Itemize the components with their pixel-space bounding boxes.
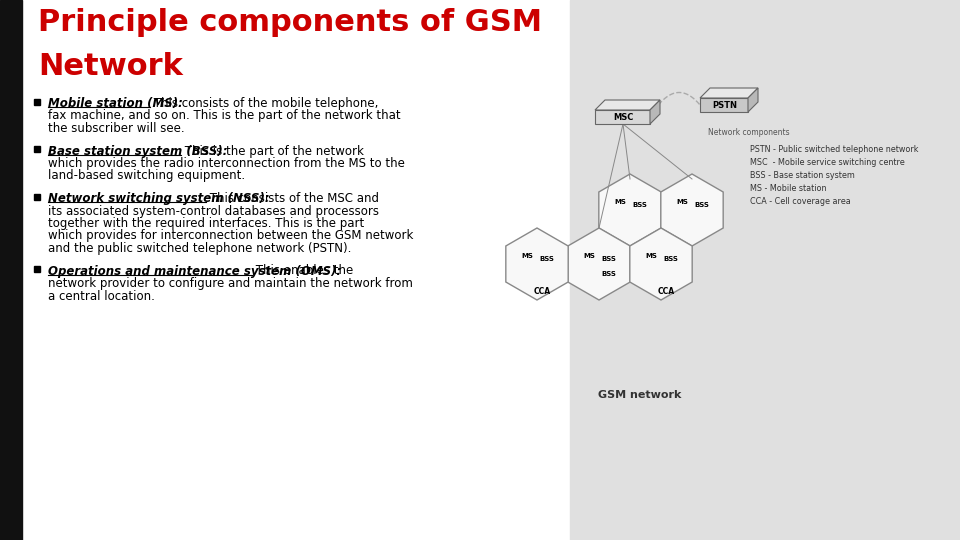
Text: BSS: BSS [540,256,555,262]
Text: BSS: BSS [663,256,679,262]
Polygon shape [748,88,758,112]
Text: MS: MS [583,253,595,259]
Text: This is the part of the network: This is the part of the network [180,145,364,158]
Text: BSS - Base station system: BSS - Base station system [750,171,854,180]
Text: BSS: BSS [695,202,709,208]
Text: MSC  - Mobile service switching centre: MSC - Mobile service switching centre [750,158,904,167]
Text: This consists of the MSC and: This consists of the MSC and [206,192,379,205]
Bar [34,146,40,152]
Polygon shape [595,100,660,110]
Bar [595,110,650,124]
Text: Network components: Network components [708,128,790,137]
Text: CCA - Cell coverage area: CCA - Cell coverage area [750,197,851,206]
Bar [700,98,748,112]
Text: and the public switched telephone network (PSTN).: and the public switched telephone networ… [48,242,351,255]
Text: Base station system (BSS):: Base station system (BSS): [48,145,228,158]
Bar [0,0,22,540]
Text: network provider to configure and maintain the network from: network provider to configure and mainta… [48,277,413,290]
Text: which provides for interconnection between the GSM network: which provides for interconnection betwe… [48,230,414,242]
Text: Operations and maintenance system (OMS):: Operations and maintenance system (OMS): [48,265,341,278]
Polygon shape [567,228,630,300]
Polygon shape [650,100,660,124]
Text: MS: MS [676,199,688,205]
Text: fax machine, and so on. This is the part of the network that: fax machine, and so on. This is the part… [48,110,400,123]
Text: the subscriber will see.: the subscriber will see. [48,122,184,135]
Text: MS - Mobile station: MS - Mobile station [750,184,827,193]
Text: its associated system-control databases and processors: its associated system-control databases … [48,205,379,218]
Text: land-based switching equipment.: land-based switching equipment. [48,170,245,183]
Text: PSTN - Public switched telephone network: PSTN - Public switched telephone network [750,145,919,154]
Bar [570,0,960,540]
Polygon shape [660,174,723,246]
Text: Principle components of GSM: Principle components of GSM [38,8,542,37]
Text: MS: MS [614,199,626,205]
Text: a central location.: a central location. [48,289,155,302]
Text: together with the required interfaces. This is the part: together with the required interfaces. T… [48,217,364,230]
Polygon shape [506,228,568,300]
Text: MS: MS [521,253,533,259]
Polygon shape [630,228,692,300]
Text: Network switching system (NSS):: Network switching system (NSS): [48,192,270,205]
Text: Network: Network [38,52,182,81]
Text: MS: MS [645,253,657,259]
Bar [22,0,570,540]
Text: MSC: MSC [612,113,634,123]
Text: CCA: CCA [658,287,675,296]
Text: PSTN: PSTN [712,102,737,111]
Text: which provides the radio interconnection from the MS to the: which provides the radio interconnection… [48,157,405,170]
Bar [34,266,40,272]
Text: This enables the: This enables the [252,265,353,278]
Text: BSS: BSS [602,271,616,277]
Text: BSS: BSS [633,202,647,208]
Text: GSM network: GSM network [598,390,682,400]
Text: This consists of the mobile telephone,: This consists of the mobile telephone, [150,97,378,110]
Bar [34,98,40,105]
Polygon shape [700,88,758,98]
Bar [34,193,40,199]
Text: CCA: CCA [534,287,551,296]
Text: Mobile station (MS):: Mobile station (MS): [48,97,182,110]
Text: BSS: BSS [602,256,616,262]
Polygon shape [599,174,661,246]
